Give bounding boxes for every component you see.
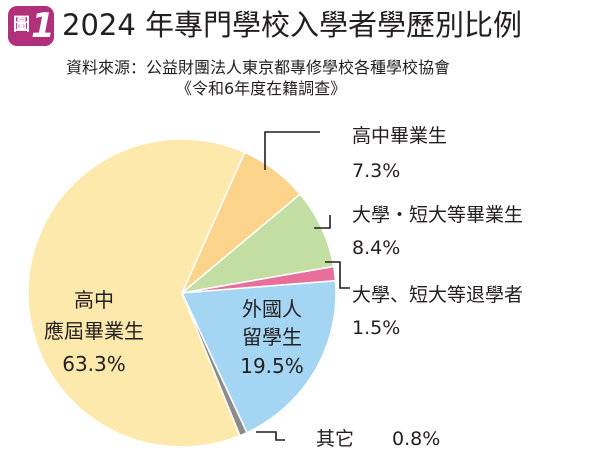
figure-badge: 圖 1 [8,6,55,46]
slice-value-3: 1.5% [352,317,400,339]
slice-value-1: 7.3% [352,160,400,182]
figure-badge-kanji: 圖 [13,15,30,35]
slice-label-4-line-1: 外國人 [242,297,302,321]
leader-line-1 [264,131,320,170]
slice-labels: 高中畢業生 7.3% 大學・短大等畢業生 8.4% 大學、短大等退學者 1.5% 外國人留學… [44,125,523,450]
leader-lines [256,131,350,441]
slice-label-3: 大學、短大等退學者 [352,284,523,306]
pie-slice-4 [180,279,337,434]
slice-label-6-line-1: 高中 [74,288,114,312]
slice-label-4-line-2: 留學生 [242,325,302,349]
slice-value-2: 8.4% [352,237,400,259]
slice-label-1: 高中畢業生 [352,125,447,147]
slice-label-6-line-2: 應屆畢業生 [44,319,144,343]
chart-title: 2024 年專門學校入學者學歷別比例 [62,8,523,42]
pie-slices [27,138,337,448]
slice-value-5: 0.8% [392,428,440,450]
pie-slice-6 [27,138,246,448]
figure-badge-number: 1 [31,6,55,46]
slice-value-6: 63.3% [62,352,126,376]
survey-line: 《令和6年度在籍調查》 [176,79,347,98]
leader-line-5 [256,431,285,441]
leader-line-3 [325,261,350,289]
source-line: 資料來源：公益財團法人東京都專修學校各種學校協會 [66,58,451,77]
slice-value-4: 19.5% [240,354,304,378]
leader-line-2 [314,215,331,229]
slice-label-5: 其它 [316,428,354,450]
slice-label-2: 大學・短大等畢業生 [352,204,523,226]
